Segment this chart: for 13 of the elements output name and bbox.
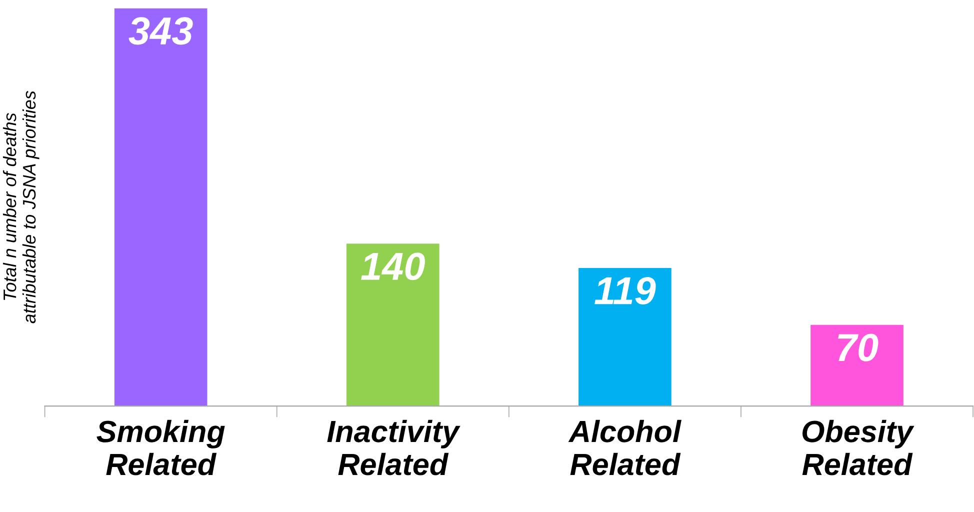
bar [114, 8, 208, 406]
y-axis-title: Total n umber of deaths attributable to JSNA priorities [2, 90, 40, 324]
bar [346, 244, 440, 406]
x-tick-label: Alcohol Related [568, 420, 682, 476]
data-label: 140 [361, 252, 425, 280]
x-tick-label: Inactivity Related [327, 420, 460, 476]
bar [578, 268, 672, 406]
bar [810, 324, 904, 406]
data-label: 343 [128, 17, 193, 45]
x-tick-label: Smoking Related [96, 420, 225, 476]
data-label: 119 [594, 276, 656, 305]
x-tick-label: Obesity Related [802, 420, 914, 476]
data-label: 70 [838, 334, 878, 362]
